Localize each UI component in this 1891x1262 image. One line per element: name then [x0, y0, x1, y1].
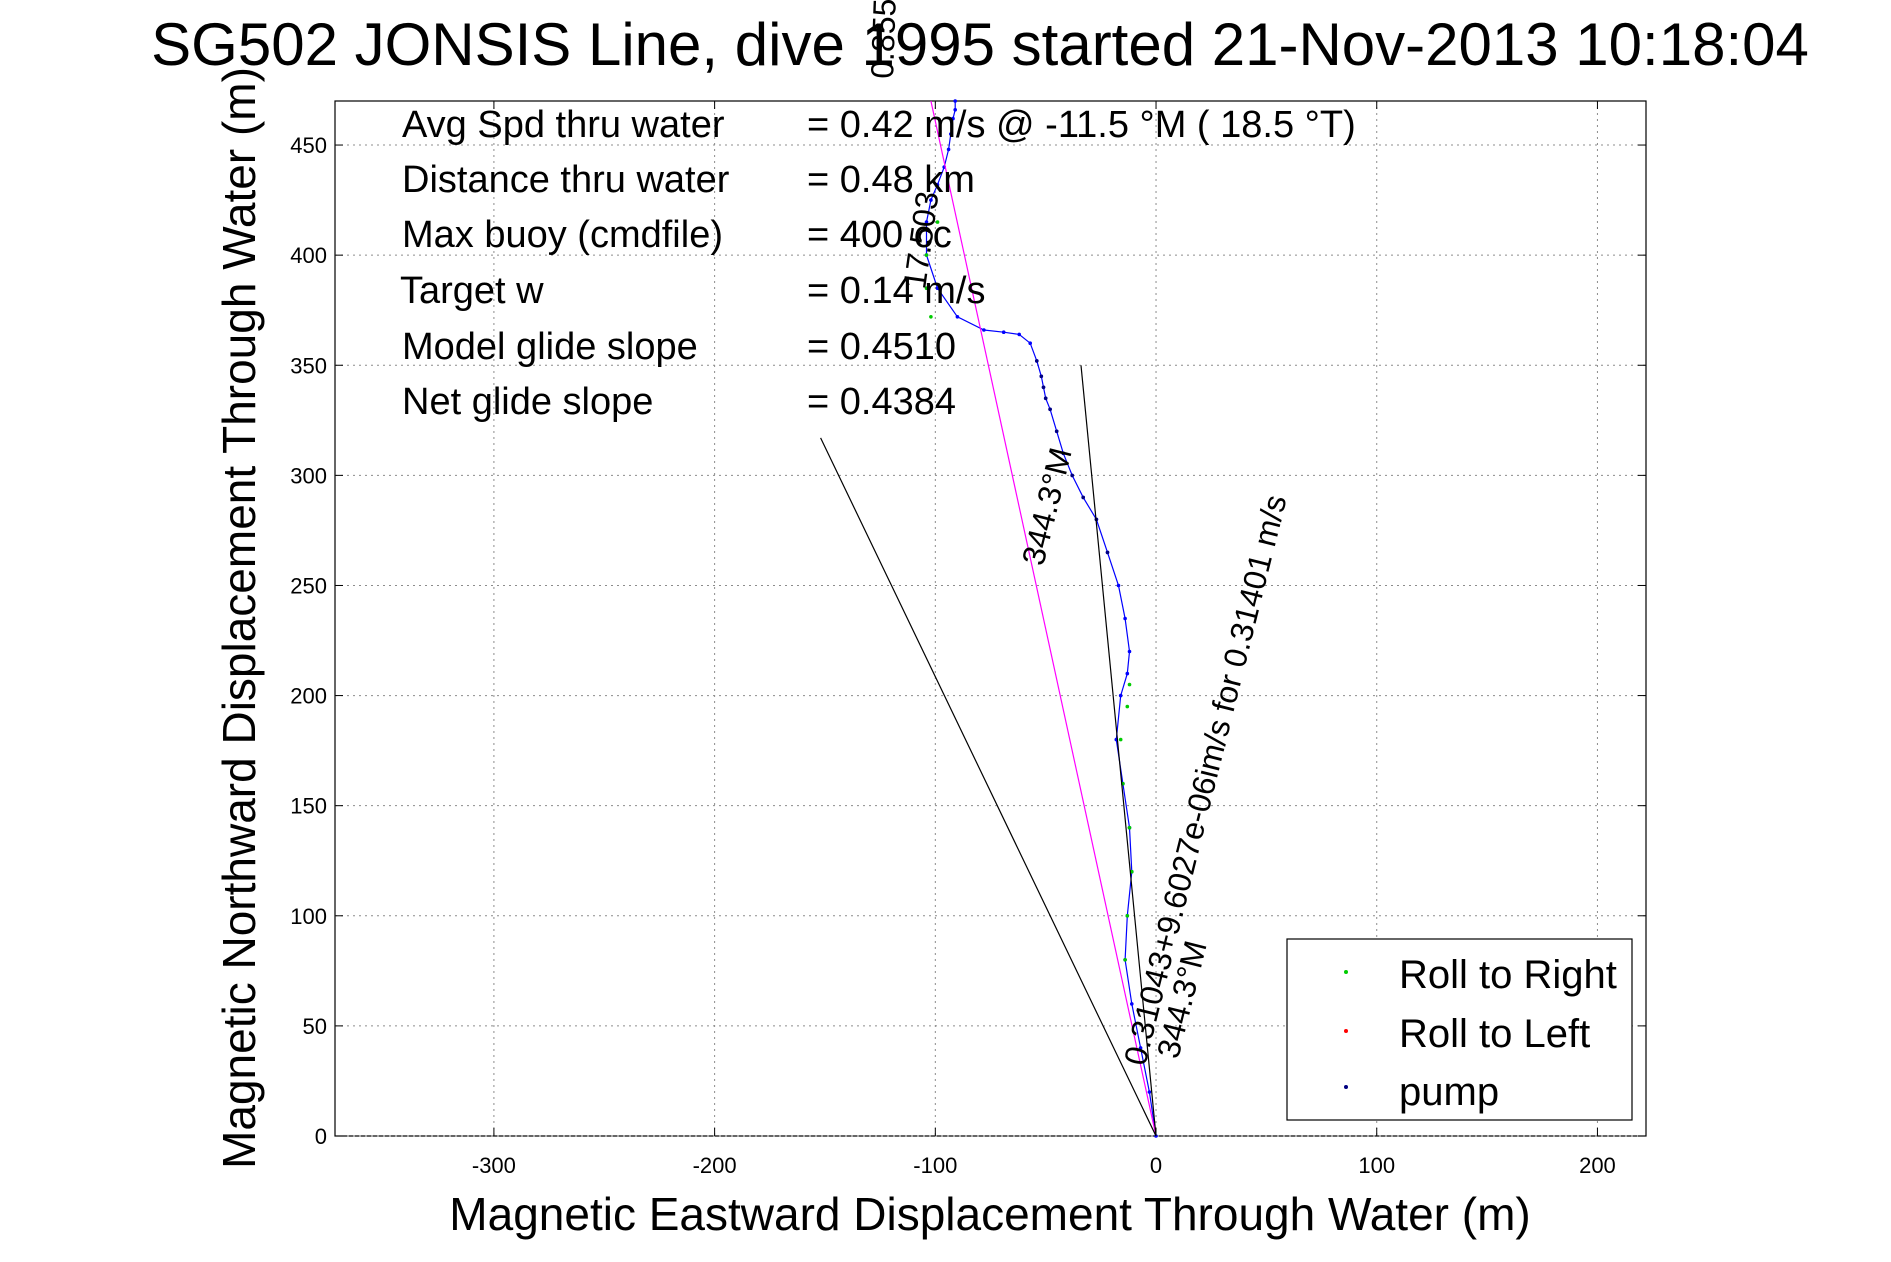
- data-point: [953, 108, 957, 112]
- y-tick-label: 450: [290, 133, 327, 158]
- data-point: [953, 99, 957, 103]
- data-point: [946, 147, 951, 152]
- stats-block: Avg Spd thru water = 0.42 m/s @ -11.5 °M…: [400, 104, 1356, 423]
- data-point: [1127, 649, 1132, 654]
- data-point: [1118, 737, 1123, 742]
- data-point: [1041, 385, 1046, 390]
- legend-marker-roll-right: [1344, 970, 1348, 974]
- data-point: [924, 220, 929, 224]
- stat-label: Net glide slope: [402, 381, 653, 423]
- x-axis-title: Magnetic Eastward Displacement Through W…: [449, 1188, 1530, 1240]
- data-point: [955, 315, 960, 319]
- stat-label: Target w: [400, 270, 544, 312]
- data-point: [1061, 451, 1066, 456]
- y-tick-label: 0: [315, 1124, 327, 1149]
- data-point: [1138, 1046, 1143, 1050]
- x-tick-label: 0: [1150, 1153, 1162, 1178]
- y-tick-label: 50: [303, 1014, 327, 1039]
- y-tick-label: 350: [290, 353, 327, 378]
- stat-value: = 0.4510: [807, 326, 956, 368]
- data-point: [1123, 616, 1127, 621]
- legend-marker-pump: [1344, 1085, 1348, 1089]
- data-point: [1127, 825, 1132, 830]
- data-point: [1125, 671, 1130, 676]
- stat-label: Avg Spd thru water: [402, 104, 725, 146]
- data-point: [982, 328, 986, 332]
- data-point: [1105, 550, 1110, 555]
- y-tick-label: 200: [290, 684, 327, 709]
- legend-label: pump: [1399, 1070, 1499, 1114]
- data-point: [1001, 330, 1006, 335]
- legend-marker-roll-left: [1344, 1029, 1348, 1033]
- y-tick-label: 400: [290, 243, 327, 268]
- stat-value: = 0.48 km: [807, 159, 975, 201]
- stat-label: Distance thru water: [402, 159, 730, 201]
- fit-line-series: [930, 100, 1157, 1137]
- data-point: [924, 253, 929, 257]
- grid: [335, 101, 1646, 1137]
- chart-title: SG502 JONSIS Line, dive 1995 started 21-…: [151, 11, 1809, 78]
- data-point: [1048, 407, 1052, 412]
- x-tick-label: -200: [693, 1153, 737, 1178]
- data-point: [1125, 704, 1130, 709]
- data-point: [949, 132, 953, 136]
- data-point: [1039, 374, 1044, 379]
- y-tick-label: 250: [290, 573, 327, 598]
- data-point: [935, 182, 940, 187]
- data-point: [929, 198, 933, 202]
- depth-annotation: 0.855e-0: [864, 0, 904, 79]
- x-tick-label: 200: [1579, 1153, 1616, 1178]
- data-point: [1043, 396, 1048, 401]
- data-point: [1125, 914, 1130, 918]
- stat-value: = 0.4384: [807, 381, 956, 423]
- data-point: [1070, 473, 1074, 478]
- stat-value: = 0.14 m/s: [807, 270, 985, 312]
- y-tick-label: 300: [290, 463, 327, 488]
- x-tick-label: -100: [913, 1153, 957, 1178]
- data-point: [929, 315, 933, 319]
- data-point: [1130, 1002, 1134, 1006]
- y-axis-title: Magnetic Northward Displacement Through …: [213, 67, 265, 1169]
- data-point: [1116, 583, 1121, 588]
- track-series: [925, 101, 1157, 1137]
- data-point: [1054, 429, 1059, 434]
- y-tick-label: 100: [290, 904, 327, 929]
- data-point: [1123, 958, 1127, 962]
- x-tick-label: -300: [472, 1153, 516, 1178]
- legend-label: Roll to Left: [1399, 1012, 1590, 1056]
- series-layer: [820, 99, 1158, 1138]
- data-point: [1017, 332, 1021, 337]
- ref-line-1-series: [820, 437, 1157, 1137]
- axis-ticks: -300 -200 -100 0 100 200 0 50 100 150 200 250 300 350…: [290, 101, 1646, 1178]
- stat-label: Model glide slope: [402, 326, 698, 368]
- legend-box: [1286, 938, 1633, 1121]
- data-point: [935, 220, 940, 224]
- x-tick-label: 100: [1358, 1153, 1395, 1178]
- data-point: [1127, 682, 1132, 687]
- legend: Roll to Right Roll to Left pump: [1286, 938, 1633, 1121]
- stat-value: = 0.42 m/s @ -11.5 °M ( 18.5 °T): [807, 104, 1356, 146]
- data-point: [924, 286, 929, 291]
- data-point: [951, 116, 955, 121]
- data-point: [1028, 341, 1032, 346]
- stat-value: = 400 cc: [807, 214, 952, 256]
- y-tick-label: 150: [290, 794, 327, 819]
- data-point: [1081, 495, 1085, 500]
- data-point: [1035, 359, 1039, 363]
- stat-label: Max buoy (cmdfile): [402, 214, 723, 256]
- data-point: [935, 286, 940, 291]
- ref-line-2-series: [1080, 365, 1157, 1137]
- legend-label: Roll to Right: [1399, 953, 1617, 997]
- data-point: [1118, 693, 1123, 698]
- data-point: [1147, 1090, 1152, 1094]
